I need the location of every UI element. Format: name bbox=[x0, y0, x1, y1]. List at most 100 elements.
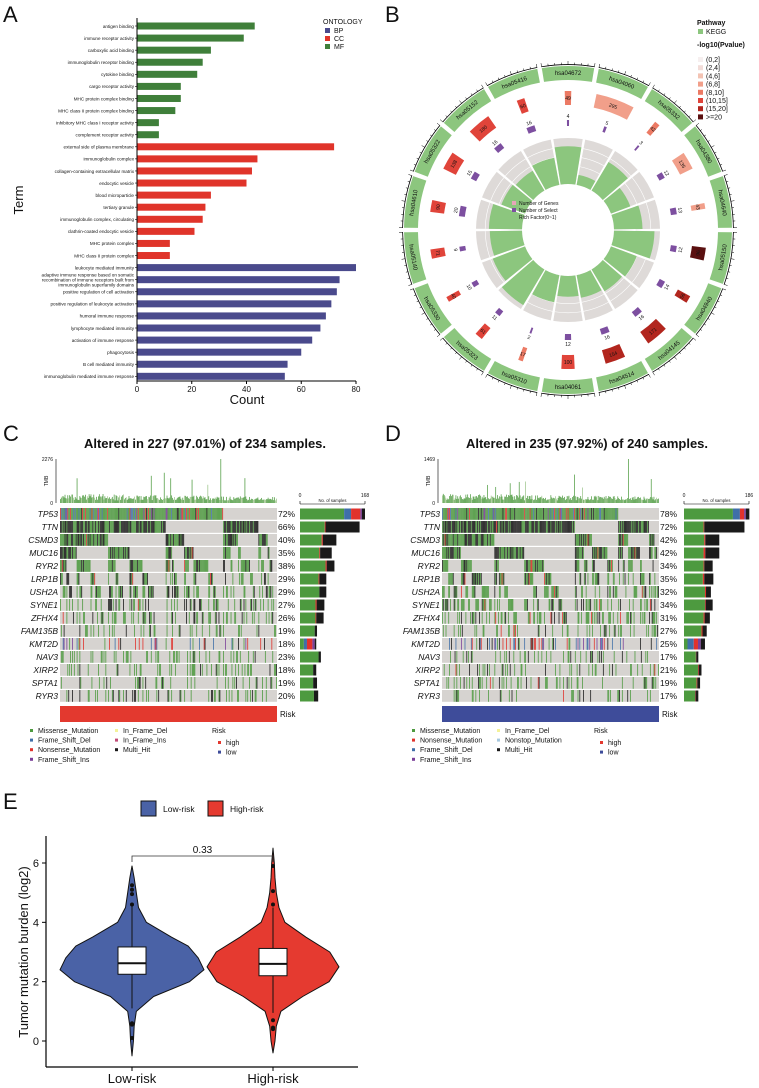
mutation-cell bbox=[470, 508, 471, 520]
mutation-cell bbox=[525, 560, 526, 572]
mutation-cell bbox=[140, 625, 142, 637]
term-label-line: immunoglobulin complex bbox=[83, 157, 134, 162]
mutation-cell bbox=[538, 677, 540, 689]
mutation-cell bbox=[606, 508, 608, 520]
tmb-bar bbox=[269, 498, 271, 503]
tmb-bar bbox=[174, 499, 176, 503]
mutation-cell bbox=[520, 508, 522, 520]
tmb-bar bbox=[594, 495, 596, 503]
mutation-cell bbox=[74, 508, 76, 520]
mutation-cell bbox=[563, 651, 564, 663]
mutation-cell bbox=[242, 677, 244, 689]
mutation-cell bbox=[480, 534, 482, 546]
mutation-cell bbox=[508, 625, 509, 637]
mutation-cell bbox=[61, 651, 63, 663]
mutation-cell bbox=[168, 508, 170, 520]
mutation-cell bbox=[119, 547, 121, 559]
mutation-cell bbox=[183, 534, 185, 546]
mutation-cell bbox=[447, 508, 449, 520]
mutation-cell bbox=[449, 664, 451, 676]
mutation-cell bbox=[542, 560, 544, 572]
mutation-cell bbox=[608, 690, 610, 702]
mutation-cell bbox=[220, 508, 222, 520]
mutation-cell bbox=[551, 612, 553, 624]
tmb-bar bbox=[508, 495, 510, 503]
mutation-cell bbox=[484, 521, 486, 533]
mutation-cell bbox=[451, 547, 453, 559]
tmb-bar bbox=[96, 496, 97, 503]
mutation-cell bbox=[453, 534, 455, 546]
mutation-cell bbox=[549, 508, 551, 520]
mutation-cell bbox=[465, 560, 467, 572]
mutation-cell bbox=[130, 651, 132, 663]
sector-tick bbox=[421, 145, 426, 148]
mutation-cell bbox=[136, 586, 137, 598]
mutation-cell bbox=[583, 690, 584, 702]
mutation-cell bbox=[652, 677, 654, 689]
tmb-bar bbox=[503, 499, 505, 503]
mutation-cell bbox=[568, 651, 570, 663]
mutation-cell bbox=[486, 521, 488, 533]
mutation-cell bbox=[579, 547, 581, 559]
tmb-bar bbox=[146, 496, 147, 503]
mutation-cell bbox=[555, 521, 557, 533]
mutation-cell bbox=[555, 586, 557, 598]
genes-count-label: 42 bbox=[648, 125, 656, 133]
mutation-cell bbox=[487, 534, 488, 546]
mutation-cell bbox=[94, 508, 96, 520]
sector-tick bbox=[419, 306, 423, 309]
mutation-cell bbox=[554, 612, 555, 624]
mutation-cell bbox=[513, 638, 515, 650]
mutation-cell bbox=[573, 521, 574, 533]
tmb-bar bbox=[265, 499, 267, 503]
mutation-cell bbox=[159, 664, 161, 676]
tmb-bar bbox=[628, 459, 629, 503]
gene-pct-label: 29% bbox=[278, 587, 295, 597]
mutation-cell bbox=[187, 547, 189, 559]
mutation-cell bbox=[564, 508, 565, 520]
mutation-cell bbox=[259, 534, 261, 546]
sector-tick bbox=[594, 63, 596, 68]
mutation-cell bbox=[126, 508, 128, 520]
tmb-bar bbox=[483, 495, 485, 503]
mutation-cell bbox=[265, 612, 267, 624]
tmb-bar bbox=[621, 496, 622, 503]
mutation-cell bbox=[589, 508, 591, 520]
tmb-bar bbox=[235, 498, 237, 503]
mutation-cell bbox=[545, 664, 546, 676]
mutation-cell bbox=[252, 521, 254, 533]
sector-tick bbox=[725, 181, 729, 183]
mutation-cell bbox=[574, 534, 576, 546]
mutation-cell bbox=[194, 508, 196, 520]
mutation-cell bbox=[608, 573, 610, 585]
mutation-cell bbox=[60, 521, 62, 533]
mutation-cell bbox=[227, 677, 229, 689]
mutation-cell bbox=[166, 560, 168, 572]
sector-tick bbox=[722, 288, 727, 291]
mutation-cell bbox=[237, 690, 238, 702]
gene-label: FAM135B bbox=[403, 626, 440, 636]
mutation-cell bbox=[129, 586, 131, 598]
mutation-cell bbox=[574, 573, 576, 585]
mutation-cell bbox=[621, 690, 623, 702]
outlier-point bbox=[271, 889, 275, 894]
mutation-cell bbox=[460, 547, 461, 559]
pathway-sector bbox=[596, 360, 649, 392]
tmb-bar bbox=[454, 498, 456, 503]
mutation-cell bbox=[587, 573, 589, 585]
mutation-cell bbox=[113, 508, 115, 520]
mutation-cell bbox=[452, 534, 454, 546]
outlier-point bbox=[130, 902, 134, 907]
mutation-cell bbox=[215, 625, 217, 637]
sector-tick bbox=[598, 392, 600, 397]
mutation-cell bbox=[540, 521, 542, 533]
mutation-cell bbox=[108, 547, 110, 559]
sector-tick bbox=[663, 364, 666, 367]
mutation-cell bbox=[69, 547, 71, 559]
mutation-cell bbox=[187, 508, 189, 520]
mutation-cell bbox=[527, 651, 529, 663]
mutation-cell bbox=[216, 508, 218, 520]
mutation-cell bbox=[567, 508, 569, 520]
mutation-cell bbox=[147, 521, 148, 533]
mutation-cell bbox=[601, 599, 602, 611]
